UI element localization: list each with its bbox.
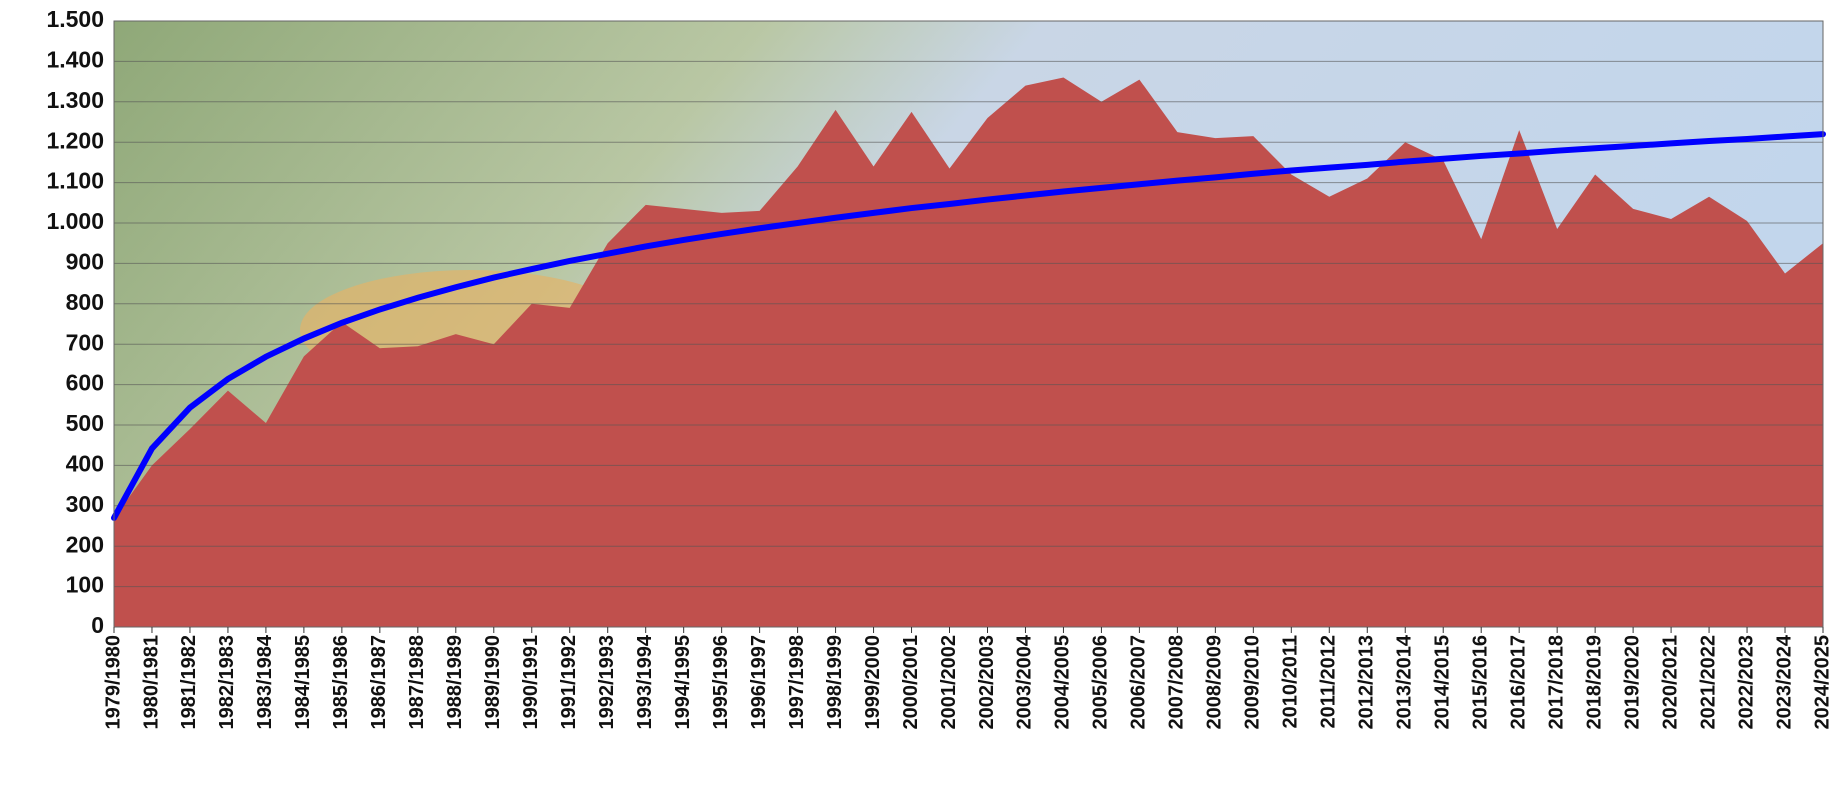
x-tick-label: 2015/2016 [1469,635,1491,730]
x-tick-label: 2019/2020 [1621,635,1643,730]
x-tick-label: 1981/1982 [178,635,200,730]
y-tick-label: 900 [66,248,104,274]
y-tick-label: 300 [66,491,104,517]
y-tick-label: 400 [66,450,104,476]
x-tick-label: 2016/2017 [1507,635,1529,730]
y-tick-label: 200 [66,531,104,557]
x-tick-label: 1993/1994 [634,634,656,729]
x-tick-label: 1990/1991 [520,635,542,730]
x-tick-label: 1982/1983 [216,635,238,730]
x-tick-label: 2008/2009 [1204,635,1226,730]
x-tick-label: 2014/2015 [1432,635,1454,730]
x-tick-label: 1986/1987 [368,635,390,730]
y-tick-label: 1.500 [46,6,104,32]
x-tick-label: 2021/2022 [1697,635,1719,730]
y-tick-label: 700 [66,329,104,355]
chart: 0 100 200 300 400 500 600 700 800 900 1.000 1.100 1.… [0,0,1838,780]
x-tick-label: 1998/1999 [824,635,846,730]
x-tick-label: 1980/1981 [140,635,162,730]
y-tick-label: 100 [66,572,104,598]
x-tick-label: 2009/2010 [1242,635,1264,730]
x-tick-label: 2004/2005 [1052,635,1074,730]
x-tick-label: 2006/2007 [1128,635,1150,730]
x-tick-label: 2017/2018 [1545,635,1567,730]
x-tick-label: 2003/2004 [1014,634,1036,729]
x-tick-label: 2018/2019 [1583,635,1605,730]
x-tick-label: 2020/2021 [1659,635,1681,730]
x-tick-label: 2001/2002 [938,635,960,730]
x-tick-label: 2007/2008 [1166,635,1188,730]
x-tick-label: 2011/2012 [1318,635,1340,728]
x-tick-label: 2023/2024 [1773,634,1795,729]
y-tick-label: 1.300 [46,87,104,113]
x-tick-label: 1991/1992 [558,635,580,730]
x-tick-label: 1996/1997 [748,635,770,730]
x-tick-label: 1987/1988 [406,635,428,730]
x-tick-label: 1995/1996 [710,635,732,730]
x-tick-label: 2012/2013 [1356,635,1378,730]
y-tick-label: 600 [66,370,104,396]
x-tick-label: 1985/1986 [330,635,352,730]
x-tick-label: 2022/2023 [1735,635,1757,730]
x-tick-label: 2013/2014 [1394,634,1416,729]
x-tick-label: 1999/2000 [862,635,884,730]
y-tick-label: 1.400 [46,46,104,72]
x-tick-label: 1979/1980 [102,635,124,730]
page: {"chart_data": {"type": "area", "categor… [0,0,1838,780]
y-tick-label: 500 [66,410,104,436]
x-tick-label: 1997/1998 [786,635,808,730]
x-tick-label: 2024/2025 [1811,635,1833,730]
x-tick-label: 1994/1995 [672,635,694,730]
y-tick-label: 0 [91,612,104,638]
x-tick-label: 2002/2003 [976,635,998,730]
x-tick-label: 1988/1989 [444,635,466,730]
y-tick-label: 800 [66,289,104,315]
x-tick-label: 1992/1993 [596,635,618,730]
x-tick-label: 2010/2011 [1280,635,1302,728]
y-tick-label: 1.200 [46,127,104,153]
x-tick-label: 1984/1985 [292,635,314,730]
y-tick-label: 1.000 [46,208,104,234]
x-tick-label: 2000/2001 [900,635,922,730]
x-tick-label: 1989/1990 [482,635,504,730]
x-tick-label: 1983/1984 [254,634,276,729]
y-tick-label: 1.100 [46,168,104,194]
x-tick-label: 2005/2006 [1090,635,1112,730]
